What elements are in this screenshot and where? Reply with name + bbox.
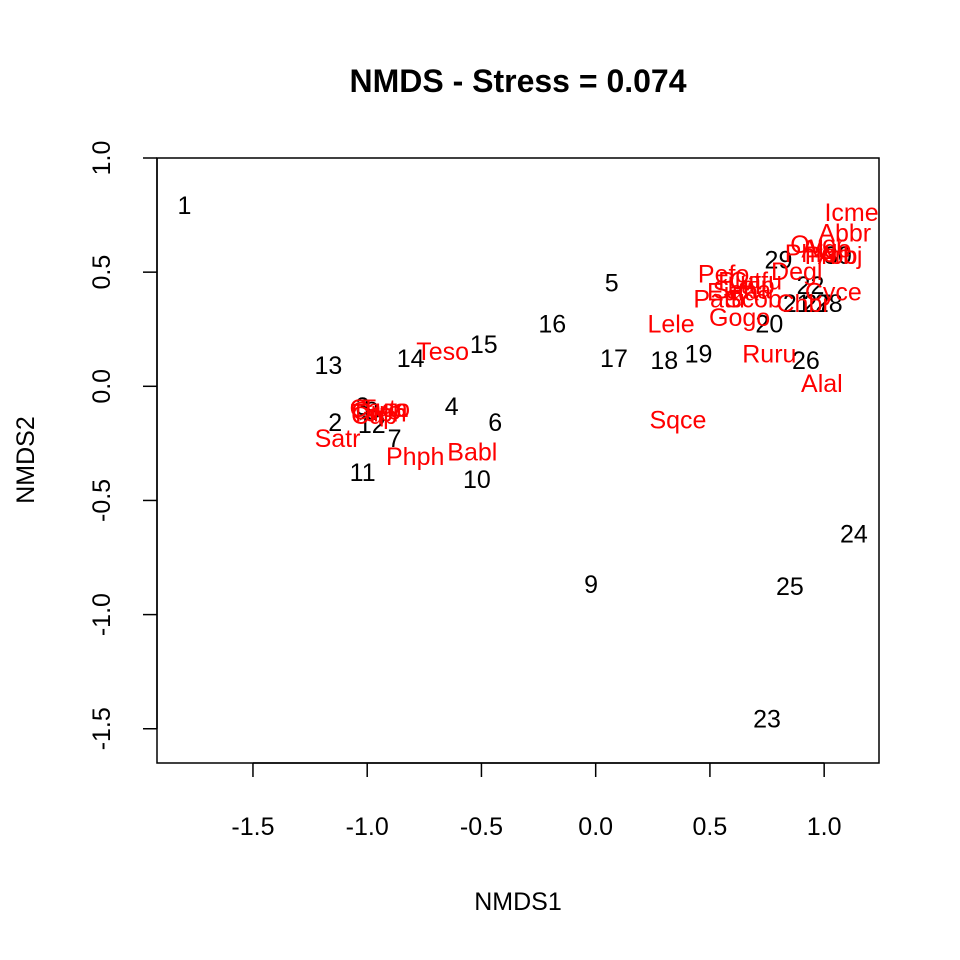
species-point-label: Teso: [416, 338, 469, 366]
chart-title: NMDS - Stress = 0.074: [349, 63, 686, 99]
y-tick-label: -1.0: [88, 593, 116, 636]
species-point-label: Gogo: [709, 304, 770, 332]
site-point-label: 9: [584, 571, 598, 599]
y-tick-label: 0.0: [88, 369, 116, 404]
species-point-label: Alge: [801, 235, 851, 263]
site-point-label: 17: [600, 345, 628, 373]
species-point-label: Caca: [349, 395, 407, 423]
species-point-label: Ovor: [790, 231, 844, 259]
species-point-label: Icme: [824, 199, 878, 227]
site-point-label: 19: [685, 340, 713, 368]
x-tick-label: -1.5: [231, 813, 274, 841]
species-point-label: Piut: [718, 267, 761, 295]
x-tick-label: 0.5: [693, 813, 728, 841]
site-point-label: 21: [783, 290, 811, 318]
site-point-label: 2: [328, 409, 342, 437]
site-point-label: 23: [753, 706, 781, 734]
species-point-label: Phph: [386, 443, 444, 471]
site-point-label: 1: [177, 192, 191, 220]
y-tick-label: 0.5: [88, 255, 116, 290]
x-tick-label: -0.5: [460, 813, 503, 841]
site-point-label: 10: [463, 466, 491, 494]
y-axis-label: NMDS2: [12, 416, 40, 504]
species-point-label: Cup: [351, 402, 397, 430]
species-point-label: Prob: [805, 242, 858, 270]
species-point-label: Sqce: [649, 407, 706, 435]
species-point-label: Tuph: [351, 400, 407, 428]
x-tick-label: 0.0: [578, 813, 613, 841]
species-point-label: Lele: [647, 311, 694, 339]
site-point-label: 4: [445, 393, 459, 421]
species-point-label: Eufa: [707, 279, 759, 307]
site-point-label: 3: [356, 393, 370, 421]
species-point-label: Ruru: [742, 340, 796, 368]
site-point-label: 8: [365, 397, 379, 425]
site-point-label: 26: [792, 347, 820, 375]
species-point-label: Arbj: [818, 242, 862, 270]
site-point-label: 29: [765, 247, 793, 275]
site-point-label: 25: [776, 573, 804, 601]
species-point-label: Cyce: [805, 279, 862, 307]
site-point-label: 16: [538, 311, 566, 339]
y-tick-label: -0.5: [88, 479, 116, 522]
species-point-label: Laip: [727, 272, 774, 300]
species-point-label: Degl: [771, 258, 822, 286]
species-point-label: Abbr: [818, 219, 871, 247]
species-point-label: Alal: [801, 370, 843, 398]
site-point-label: 24: [840, 521, 868, 549]
site-point-label: 22: [797, 272, 825, 300]
species-point-label: Satr: [315, 425, 361, 453]
species-point-label: Cafu: [729, 267, 782, 295]
y-tick-label: -1.5: [88, 707, 116, 750]
species-point-label: Babl: [447, 439, 497, 467]
site-point-label: 14: [397, 345, 425, 373]
site-point-label: 13: [314, 352, 342, 380]
x-axis-label: NMDS1: [474, 888, 562, 916]
species-point-label: Chbr: [777, 290, 831, 318]
species-point-label: Tuto: [361, 395, 410, 423]
species-point-label: Scob: [725, 286, 782, 314]
species-point-label: Patu: [693, 286, 744, 314]
site-point-label: 7: [388, 425, 402, 453]
x-tick-label: -1.0: [346, 813, 389, 841]
site-point-label: 20: [755, 311, 783, 339]
species-point-label: Saha: [713, 276, 771, 304]
site-point-label: 11: [350, 459, 376, 487]
site-point-label: 18: [650, 347, 678, 375]
species-point-label: Orro: [351, 397, 401, 425]
x-tick-label: 1.0: [807, 813, 842, 841]
species-point-label: Pefo: [698, 260, 749, 288]
y-axis: -1.5 -1.0 -0.5 0.0 0.5 1.0: [88, 141, 158, 750]
species-point-label: Phfo: [785, 240, 836, 268]
site-point-label: 12: [358, 411, 386, 439]
site-point-label: 27: [803, 290, 831, 318]
site-point-label: 5: [605, 270, 619, 298]
x-axis: -1.5 -1.0 -0.5 0.0 0.5 1.0: [231, 762, 842, 841]
site-point-label: 6: [488, 409, 502, 437]
site-point-label: 28: [815, 290, 843, 318]
y-tick-label: 1.0: [88, 141, 116, 176]
site-point-label: 15: [470, 331, 498, 359]
site-point-label: 30: [824, 242, 852, 270]
